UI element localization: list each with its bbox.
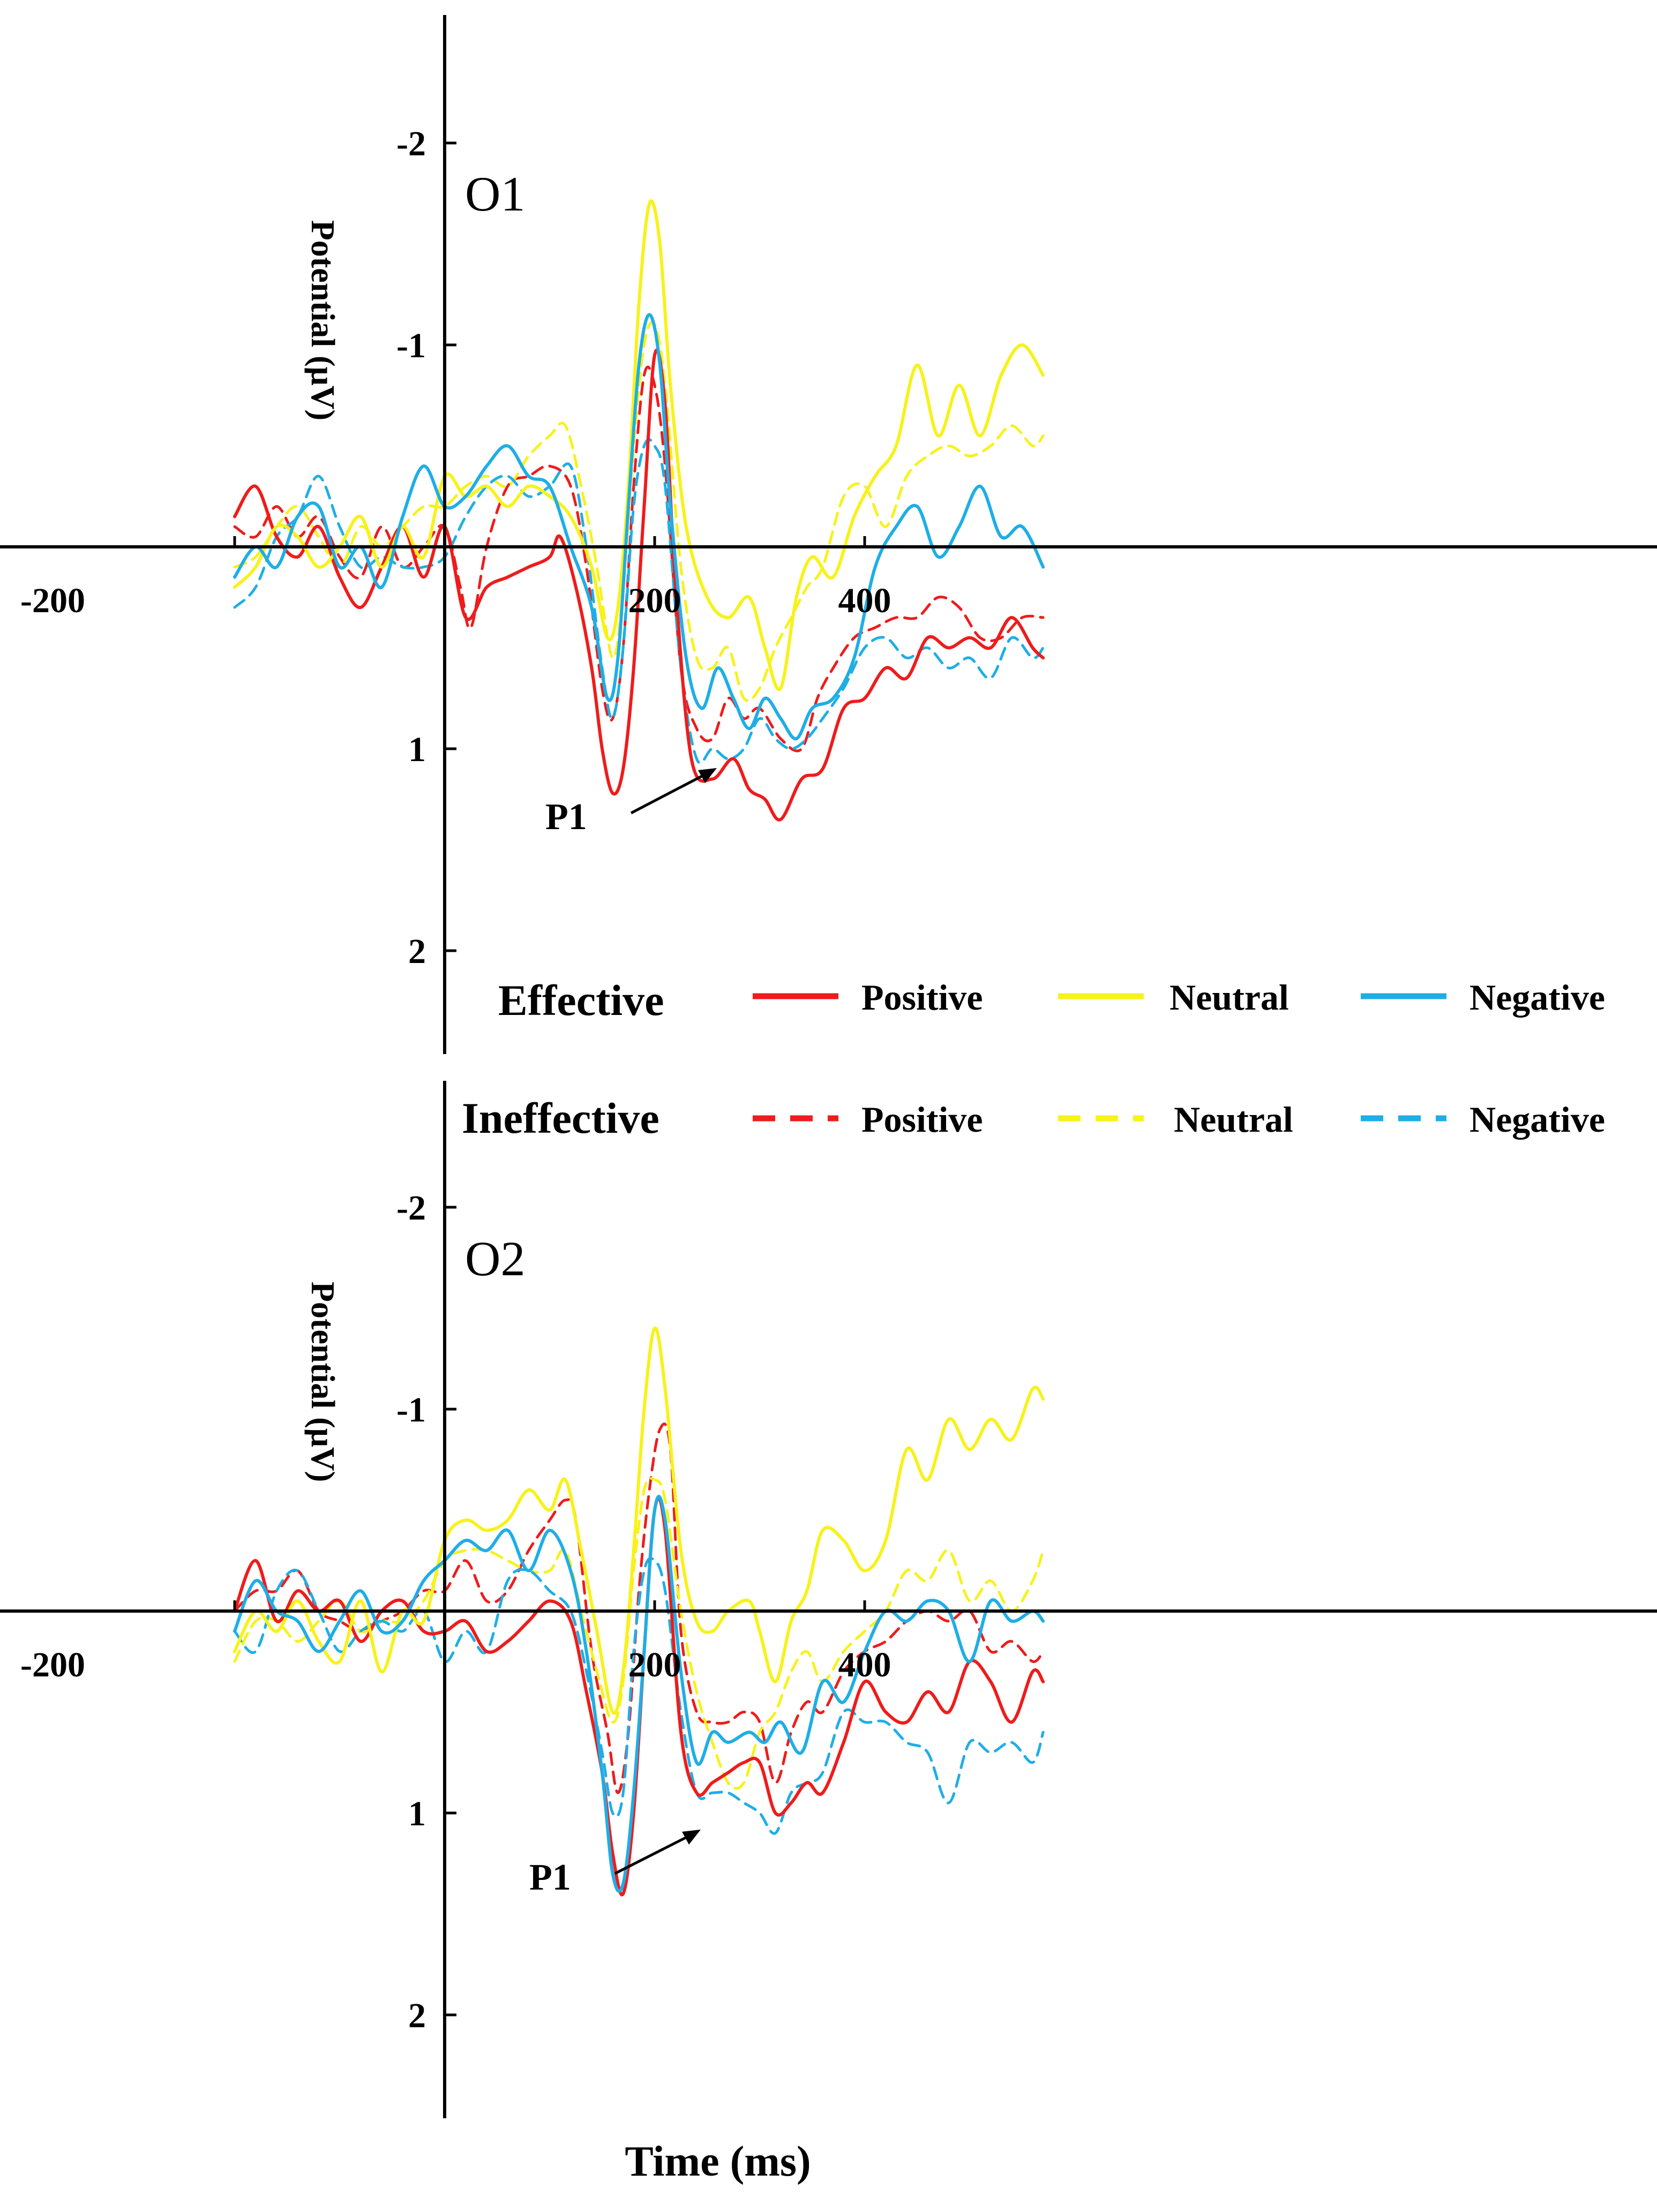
o1-p1-arrowhead [698, 768, 717, 783]
o2-x-tick-label: 400 [838, 1645, 891, 1684]
legend-effective: Effective Positive Neutral Negative [498, 976, 1605, 1025]
o1-p1-annotation: P1 [545, 796, 587, 838]
o1-channel-label: O1 [465, 167, 525, 221]
panel-o1: -2 -1 1 2 -200 200 400 O1 Potential (μV) P1 [0, 15, 1657, 1054]
o2-trace-effective-negative [233, 1495, 1045, 1893]
o2-trace-ineffective-neutral [233, 1477, 1045, 1790]
o2-y-tick-label: 2 [408, 1996, 426, 2035]
o2-x-tick-label: -200 [20, 1645, 85, 1684]
o1-ticks: -2 -1 1 2 -200 200 400 [20, 124, 891, 971]
legend-effective-title: Effective [498, 976, 664, 1025]
o2-ticks: -2 -1 1 2 -200 200 400 [20, 1188, 891, 2035]
x-axis-title: Time (ms) [625, 2138, 811, 2185]
o2-y-tick-label: -2 [396, 1188, 426, 1228]
o2-traces [233, 1326, 1045, 1897]
legend-ineffective-positive-label: Positive [861, 1099, 983, 1140]
o1-x-tick-label: 400 [838, 581, 891, 620]
o1-y-axis-label: Potential (μV) [304, 220, 341, 420]
panel-o2: -2 -1 1 2 -200 200 400 O2 Potential (μV) P1 [0, 1081, 1657, 2118]
o1-traces [233, 199, 1045, 822]
o2-p1-annotation: P1 [529, 1857, 571, 1898]
o1-trace-effective-negative [233, 313, 1045, 741]
legend-ineffective-title: Ineffective [462, 1094, 659, 1142]
legend-effective-positive-label: Positive [861, 977, 983, 1018]
o1-y-tick-label: 2 [408, 932, 426, 971]
legend-ineffective-neutral-label: Neutral [1174, 1099, 1293, 1140]
o1-p1-arrow-shaft [630, 773, 706, 815]
o1-trace-ineffective-neutral [233, 321, 1045, 702]
o2-trace-ineffective-negative [233, 1557, 1045, 1835]
legend-ineffective-negative-label: Negative [1469, 1099, 1605, 1140]
legend-effective-neutral-label: Neutral [1169, 977, 1289, 1018]
o1-x-tick-label: -200 [20, 581, 85, 620]
o2-x-tick-label: 200 [628, 1645, 681, 1684]
o1-y-tick-label: -1 [396, 326, 426, 365]
legend-effective-negative-label: Negative [1469, 977, 1605, 1018]
o2-y-axis-label: Potential (μV) [304, 1282, 341, 1482]
o1-trace-ineffective-negative [233, 438, 1045, 765]
o1-x-tick-label: 200 [628, 581, 681, 620]
o2-channel-label: O2 [465, 1231, 525, 1286]
o1-y-tick-label: 1 [408, 730, 426, 769]
legend-ineffective: Ineffective Positive Neutral Negative [462, 1094, 1605, 1142]
o2-p1-arrowhead [682, 1830, 701, 1845]
o1-y-tick-label: -2 [396, 124, 426, 163]
o1-trace-effective-neutral [233, 199, 1045, 691]
o2-y-tick-label: 1 [408, 1794, 426, 1833]
o2-y-tick-label: -1 [396, 1390, 426, 1429]
o2-p1-arrow-shaft [614, 1834, 690, 1875]
